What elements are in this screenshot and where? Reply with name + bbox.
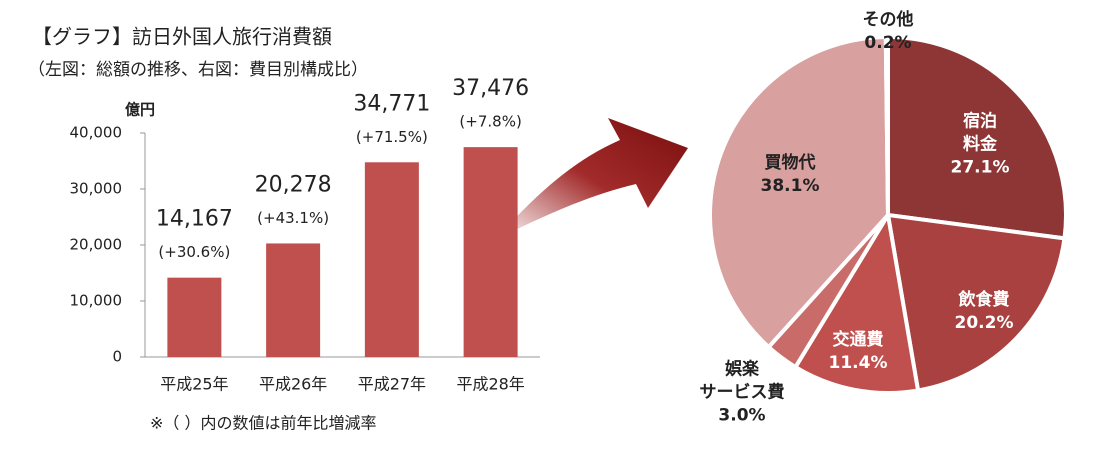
slice-value: 20.2% — [954, 313, 1014, 333]
slice-name: 交通費 — [832, 330, 884, 351]
change-label: (+30.6%) — [158, 243, 230, 261]
y-tick-label: 30,000 — [70, 180, 123, 198]
change-label: (+43.1%) — [257, 209, 329, 227]
subtitle: （左図：総額の推移、右図：費目別構成比） — [28, 60, 368, 80]
y-tick-label: 0 — [112, 348, 122, 366]
slice-label: 交通費 11.4% — [829, 329, 888, 375]
y-tick-label: 20,000 — [70, 236, 123, 254]
slice-label: 宿泊 料金 27.1% — [951, 111, 1010, 180]
x-tick-label: 平成28年 — [456, 375, 524, 394]
value-label: 14,167 — [156, 207, 233, 232]
x-tick-label: 平成25年 — [160, 375, 228, 394]
slice-value: 27.1% — [950, 157, 1010, 178]
change-label: (+71.5%) — [356, 128, 428, 146]
pie-slice — [886, 213, 1067, 393]
y-tick-label: 40,000 — [70, 124, 123, 142]
x-tick-label: 平成26年 — [259, 375, 327, 394]
slice-name: 宿泊 料金 — [962, 111, 997, 155]
change-label: (+7.8%) — [459, 113, 521, 131]
bar — [463, 147, 518, 357]
slice-name: 飲食費 — [958, 290, 1010, 311]
value-label: 34,771 — [353, 91, 430, 116]
bar — [364, 162, 419, 357]
x-tick-label: 平成27年 — [358, 375, 426, 394]
slice-value: 38.1% — [760, 176, 820, 196]
slice-value: 0.2% — [864, 33, 912, 53]
y-tick-label: 10,000 — [70, 292, 123, 310]
slice-label: 飲食費 20.2% — [955, 289, 1014, 335]
pie-slice — [708, 35, 890, 350]
slice-value: 11.4% — [828, 353, 888, 373]
slice-label: 買物代 38.1% — [761, 152, 820, 198]
pie-slice — [793, 213, 921, 395]
note: ※（ ）内の数値は前年比増減率 — [150, 414, 377, 433]
slice-label: 娯楽 サービス費 3.0% — [700, 359, 785, 428]
y-unit: 億円 — [125, 101, 155, 119]
pie-slice — [883, 35, 890, 217]
value-label: 20,278 — [255, 172, 332, 197]
slice-label: その他 0.2% — [863, 9, 914, 55]
slice-name: 買物代 — [764, 153, 816, 174]
value-label: 37,476 — [452, 76, 529, 101]
bar — [266, 243, 321, 357]
slice-name: 娯楽 サービス費 — [699, 359, 785, 403]
bar — [167, 277, 222, 357]
title: 【グラフ】訪日外国人旅行消費額 — [32, 25, 332, 49]
slice-name: その他 — [862, 10, 914, 31]
arrow — [495, 118, 688, 240]
slice-value: 3.0% — [718, 405, 766, 426]
pie-slice — [886, 35, 1068, 241]
